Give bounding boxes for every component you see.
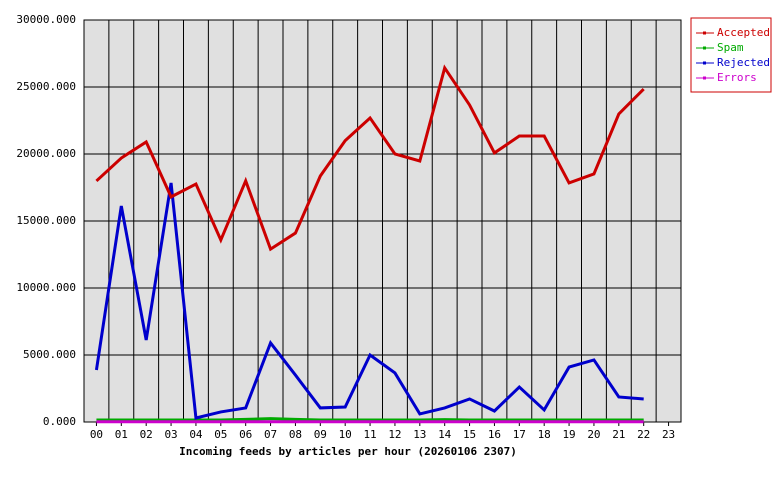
legend-label: Accepted (717, 26, 770, 39)
x-tick-label: 11 (363, 428, 376, 441)
x-tick-label: 02 (140, 428, 153, 441)
x-tick-label: 18 (538, 428, 551, 441)
x-tick-label: 09 (314, 428, 327, 441)
x-tick-label: 06 (239, 428, 252, 441)
x-tick-label: 01 (115, 428, 128, 441)
series-line (94, 182, 644, 420)
legend-marker (703, 76, 706, 80)
y-tick-label: 30000.000 (16, 13, 76, 26)
legend (690, 17, 772, 93)
x-tick-label: 10 (339, 428, 352, 441)
legend-marker (703, 46, 706, 50)
x-tick-label: 04 (189, 428, 203, 441)
y-tick-label: 0.000 (43, 415, 76, 428)
x-tick-label: 20 (587, 428, 600, 441)
legend-label: Errors (717, 71, 757, 84)
x-tick-label: 22 (637, 428, 650, 441)
x-tick-label: 21 (612, 428, 625, 441)
x-tick-label: 16 (488, 428, 501, 441)
y-tick-label: 10000.000 (16, 281, 76, 294)
x-tick-label: 15 (463, 428, 476, 441)
x-tick-label: 19 (562, 428, 575, 441)
x-tick-label: 12 (388, 428, 401, 441)
x-axis-label: Incoming feeds by articles per hour (202… (179, 445, 517, 458)
x-tick-label: 13 (413, 428, 426, 441)
x-tick-label: 05 (214, 428, 227, 441)
series-line (95, 64, 645, 252)
x-tick-label: 08 (289, 428, 302, 441)
y-tick-label: 25000.000 (16, 80, 76, 93)
legend-label: Rejected (717, 56, 770, 69)
x-tick-label: 14 (438, 428, 452, 441)
x-tick-label: 03 (164, 428, 177, 441)
y-tick-label: 20000.000 (16, 147, 76, 160)
legend-label: Spam (717, 41, 744, 54)
legend-marker (703, 31, 706, 35)
y-tick-label: 15000.000 (16, 214, 76, 227)
x-tick-label: 07 (264, 428, 277, 441)
x-tick-label: 23 (662, 428, 675, 441)
x-tick-label: 17 (513, 428, 526, 441)
x-tick-label: 00 (90, 428, 103, 441)
legend-marker (703, 61, 706, 65)
y-tick-label: 5000.000 (23, 348, 76, 361)
series-line (96, 417, 644, 422)
